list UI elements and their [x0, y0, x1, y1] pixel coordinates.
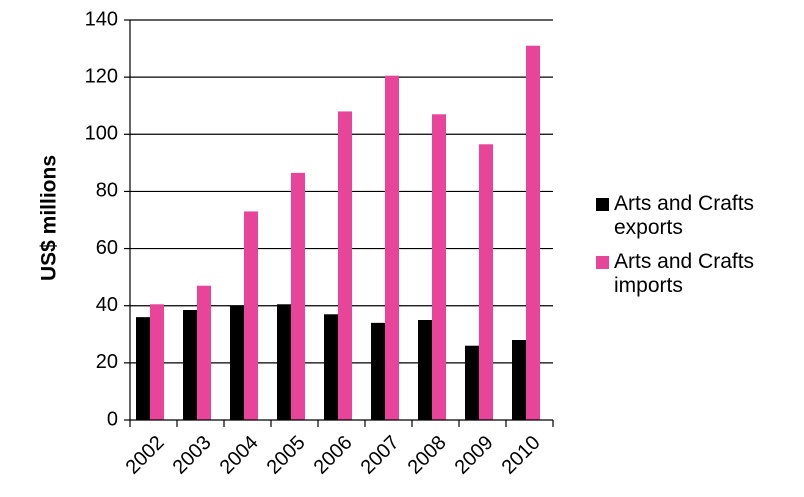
- x-tick-labels: 2002 2003 2004 2005 2006 2007 2008 2009 2010: [122, 432, 545, 479]
- bar-exports-2004: [230, 305, 244, 420]
- y-tick-labels: 0 20 40 60 80 100 120 140: [85, 8, 118, 430]
- x-tick-label: 2006: [310, 432, 357, 479]
- bar-imports-2008: [432, 114, 446, 421]
- bar-exports-2003: [183, 310, 197, 420]
- bar-imports-2002: [150, 304, 164, 420]
- x-tick-label: 2010: [498, 432, 545, 479]
- bar-exports-2008: [418, 320, 432, 420]
- legend-item-exports: Arts and Crafts exports: [596, 192, 801, 240]
- x-tick-label: 2007: [357, 432, 404, 479]
- x-tick-label: 2004: [216, 432, 263, 479]
- bar-exports-2006: [324, 314, 338, 420]
- bar-exports-2010: [512, 340, 526, 420]
- y-axis-label: US$ millions: [38, 155, 61, 281]
- x-tick-label: 2008: [404, 432, 451, 479]
- bars: [136, 45, 540, 421]
- bar-exports-2002: [136, 317, 150, 420]
- bar-imports-2004: [244, 211, 258, 420]
- legend: Arts and Crafts exports Arts and Crafts …: [596, 192, 801, 308]
- bar-exports-2005: [277, 304, 291, 420]
- legend-swatch-exports: [596, 198, 609, 211]
- bar-imports-2009: [479, 144, 493, 421]
- y-tick-label: 0: [107, 408, 118, 430]
- y-tick-label: 140: [85, 8, 118, 30]
- y-tick-label: 120: [85, 65, 118, 87]
- y-tick-label: 20: [96, 351, 118, 373]
- bar-imports-2006: [338, 111, 352, 420]
- y-tick-label: 80: [96, 180, 118, 202]
- bar-imports-2007: [385, 75, 399, 420]
- y-tick-label: 60: [96, 237, 118, 259]
- bar-imports-2005: [291, 172, 305, 420]
- x-tick-label: 2005: [263, 432, 310, 479]
- legend-swatch-imports: [596, 256, 609, 269]
- legend-label-exports: Arts and Crafts exports: [614, 192, 755, 239]
- axes: [124, 19, 554, 427]
- x-tick-label: 2003: [169, 432, 216, 479]
- x-tick-label: 2002: [122, 432, 169, 479]
- bar-imports-2003: [197, 285, 211, 420]
- y-tick-label: 100: [85, 123, 118, 145]
- bar-imports-2010: [526, 45, 540, 420]
- bar-exports-2007: [371, 322, 385, 420]
- legend-label-imports: Arts and Crafts imports: [614, 250, 755, 297]
- x-tick-label: 2009: [451, 432, 498, 479]
- bar-exports-2009: [465, 345, 479, 420]
- y-tick-label: 40: [96, 294, 118, 316]
- legend-item-imports: Arts and Crafts imports: [596, 250, 801, 298]
